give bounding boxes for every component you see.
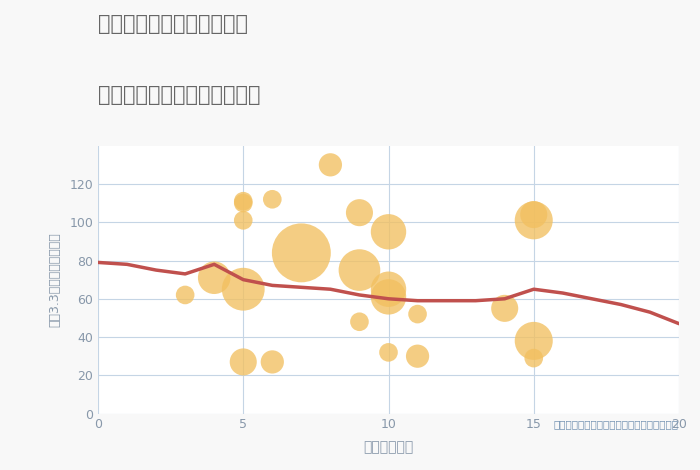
Point	[412, 310, 423, 318]
Point	[237, 217, 249, 224]
Point	[499, 305, 510, 312]
Point	[237, 358, 249, 366]
Point	[383, 285, 394, 293]
Point	[354, 209, 365, 217]
Point	[267, 358, 278, 366]
Point	[237, 199, 249, 207]
Point	[383, 293, 394, 301]
Point	[237, 285, 249, 293]
Point	[528, 337, 539, 345]
Point	[267, 196, 278, 203]
Point	[325, 161, 336, 169]
Point	[383, 349, 394, 356]
Text: 円の大きさは、取引のあった物件面積を示す: 円の大きさは、取引のあった物件面積を示す	[554, 419, 679, 429]
Point	[237, 197, 249, 205]
Y-axis label: 坪（3.3㎡）単価（万円）: 坪（3.3㎡）単価（万円）	[48, 232, 61, 327]
Point	[209, 274, 220, 282]
X-axis label: 駅距離（分）: 駅距離（分）	[363, 440, 414, 454]
Point	[528, 354, 539, 362]
Point	[528, 217, 539, 224]
Point	[296, 249, 307, 257]
Point	[383, 228, 394, 235]
Point	[354, 318, 365, 326]
Point	[180, 291, 191, 299]
Text: 三重県四日市市楠町本郷の: 三重県四日市市楠町本郷の	[98, 14, 248, 34]
Point	[354, 266, 365, 274]
Point	[412, 352, 423, 360]
Text: 駅距離別中古マンション価格: 駅距離別中古マンション価格	[98, 85, 260, 105]
Point	[528, 211, 539, 219]
